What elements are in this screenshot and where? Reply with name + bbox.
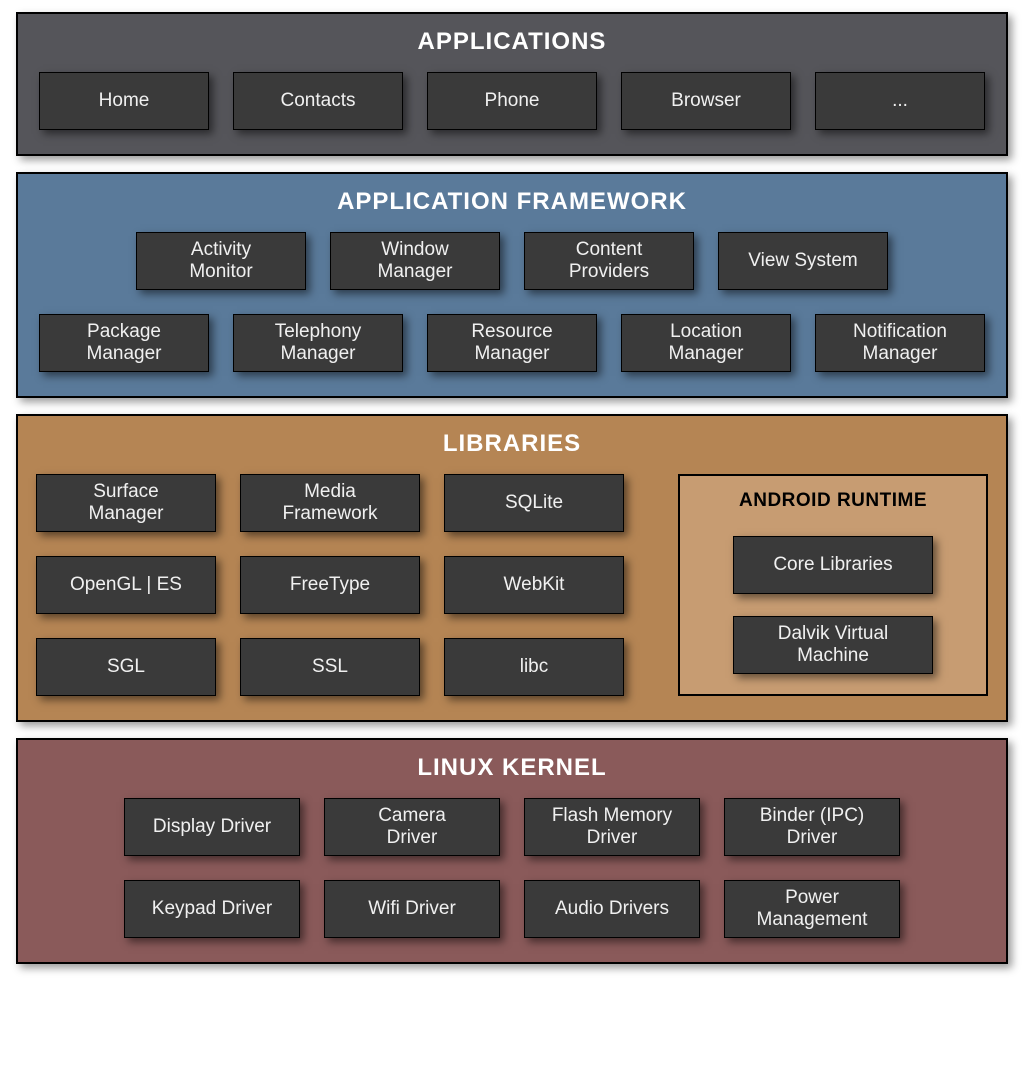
- component-box: View System: [718, 232, 888, 290]
- layer-applications: APPLICATIONS Home Contacts Phone Browser...: [16, 12, 1008, 156]
- component-box: Display Driver: [124, 798, 300, 856]
- component-box: libc: [444, 638, 624, 696]
- component-box: ActivityMonitor: [136, 232, 306, 290]
- runtime-title: ANDROID RUNTIME: [739, 490, 927, 512]
- component-box: NotificationManager: [815, 314, 985, 372]
- component-box: PackageManager: [39, 314, 209, 372]
- android-runtime-panel: ANDROID RUNTIME Core Libraries Dalvik Virt…: [678, 474, 988, 696]
- layer-row: OpenGL | ES FreeType WebKit: [36, 556, 654, 614]
- component-box: ContentProviders: [524, 232, 694, 290]
- layer-row: ActivityMonitor WindowManager ContentProvi…: [36, 232, 988, 290]
- component-box: PowerManagement: [724, 880, 900, 938]
- component-box: CameraDriver: [324, 798, 500, 856]
- layer-framework: APPLICATION FRAMEWORK ActivityMonitor Wind…: [16, 172, 1008, 398]
- component-box: Browser: [621, 72, 791, 130]
- component-box: Home: [39, 72, 209, 130]
- layer-title: APPLICATIONS: [36, 28, 988, 56]
- libraries-body: SurfaceManager MediaFramework SQLite OpenGL…: [36, 474, 988, 696]
- component-box: SSL: [240, 638, 420, 696]
- component-box: Wifi Driver: [324, 880, 500, 938]
- libraries-grid: SurfaceManager MediaFramework SQLite OpenGL…: [36, 474, 654, 696]
- layer-title: LIBRARIES: [36, 430, 988, 458]
- layer-title: LINUX KERNEL: [36, 754, 988, 782]
- component-box: ResourceManager: [427, 314, 597, 372]
- component-box: OpenGL | ES: [36, 556, 216, 614]
- component-box: WindowManager: [330, 232, 500, 290]
- component-box: Phone: [427, 72, 597, 130]
- component-box: Core Libraries: [733, 536, 933, 594]
- layer-row: Home Contacts Phone Browser...: [36, 72, 988, 130]
- component-box: Audio Drivers: [524, 880, 700, 938]
- component-box: TelephonyManager: [233, 314, 403, 372]
- component-box: FreeType: [240, 556, 420, 614]
- layer-kernel: LINUX KERNEL Display Driver CameraDriver Fl…: [16, 738, 1008, 964]
- component-box: SGL: [36, 638, 216, 696]
- component-box: Dalvik VirtualMachine: [733, 616, 933, 674]
- layer-row: SurfaceManager MediaFramework SQLite: [36, 474, 654, 532]
- component-box: Flash MemoryDriver: [524, 798, 700, 856]
- component-box: Contacts: [233, 72, 403, 130]
- component-box: MediaFramework: [240, 474, 420, 532]
- component-box: Binder (IPC)Driver: [724, 798, 900, 856]
- component-box: SQLite: [444, 474, 624, 532]
- component-box: WebKit: [444, 556, 624, 614]
- component-box: SurfaceManager: [36, 474, 216, 532]
- layer-title: APPLICATION FRAMEWORK: [36, 188, 988, 216]
- layer-row: SGL SSL libc: [36, 638, 654, 696]
- component-box: Keypad Driver: [124, 880, 300, 938]
- layer-row: Keypad Driver Wifi Driver Audio Drivers Pow…: [36, 880, 988, 938]
- layer-row: PackageManager TelephonyManager ResourceMa…: [36, 314, 988, 372]
- architecture-diagram: APPLICATIONSHomeContactsPhoneBrowser...A…: [16, 12, 1008, 964]
- component-box: LocationManager: [621, 314, 791, 372]
- layer-row: Display Driver CameraDriver Flash MemoryDr…: [36, 798, 988, 856]
- component-box: ...: [815, 72, 985, 130]
- layer-libraries: LIBRARIES SurfaceManager MediaFramework SQL…: [16, 414, 1008, 722]
